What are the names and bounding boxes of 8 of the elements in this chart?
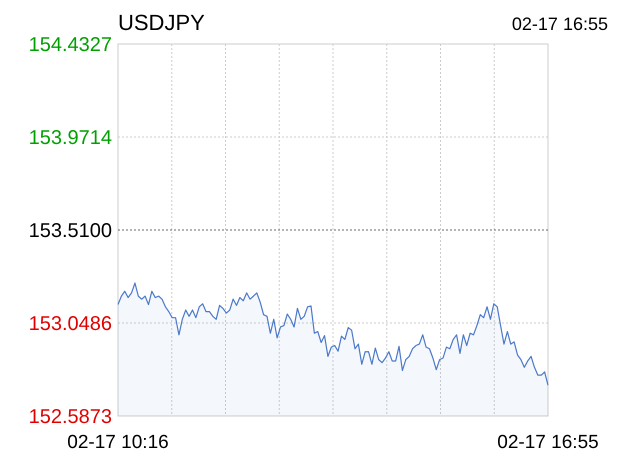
y-tick-label: 152.5873 [28, 406, 112, 428]
chart-subtitle: 02-17 16:55 [512, 14, 608, 34]
y-tick-label: 153.9714 [28, 126, 112, 149]
y-tick-label: 153.0486 [28, 313, 112, 336]
y-tick-label: 154.4327 [28, 34, 112, 56]
chart-title: USDJPY [118, 10, 206, 35]
x-tick-label: 02-17 10:16 [67, 432, 169, 453]
y-tick-label: 153.5100 [28, 220, 112, 242]
